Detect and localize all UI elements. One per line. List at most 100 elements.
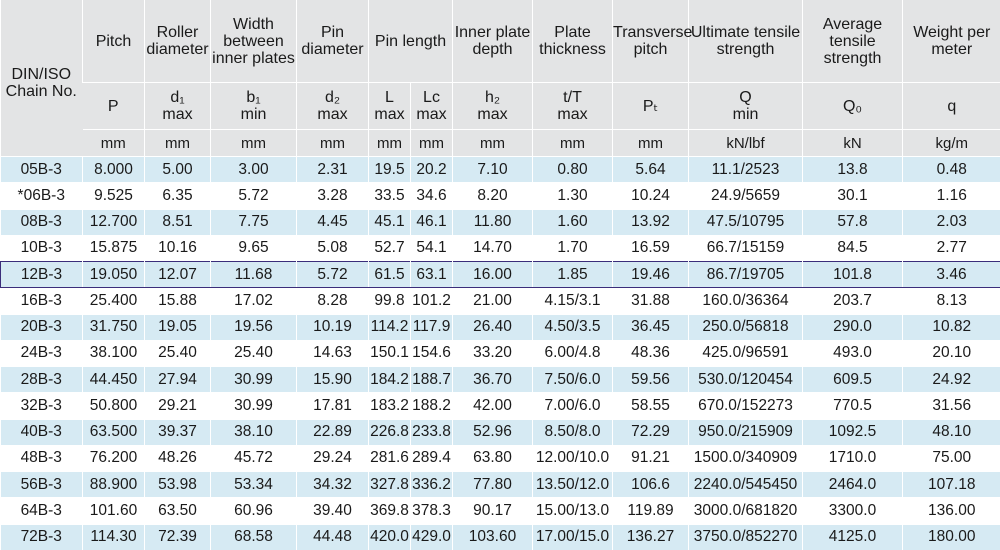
value-cell: 117.9 [409,313,453,341]
value-cell: 77.80 [452,470,533,498]
value-cell: 42.00 [452,392,533,419]
value-cell: 12.00/10.0 [532,444,613,472]
value-cell: 61.5 [368,260,411,289]
chain-no-cell: 72B-3 [0,523,83,550]
symbol-cell: q [902,82,1000,130]
value-cell: 20.10 [902,339,1000,367]
symbol-text: q [947,97,957,115]
table-row: *06B-3 9.525 6.35 5.72 3.28 33.5 34.6 8.20 1.30 1… [0,182,1000,209]
symbol-cell: d₁ max [144,82,211,130]
value-cell: 72.29 [612,418,689,446]
value-cell: 22.89 [296,418,369,446]
symbol-text: Q₀ [842,97,863,115]
value-cell: 3000.0/681820 [688,497,803,524]
value-cell: 10.19 [296,313,369,341]
symbol-cell: t/T max [532,82,613,130]
value-cell: 8.20 [452,182,533,209]
value-cell: 4.45 [296,208,369,236]
value-cell: 75.00 [902,444,1000,472]
symbol-limit: max [557,106,588,123]
table-row: 28B-3 44.450 27.94 30.99 15.90 184.2 188.7 36.7… [0,365,1000,393]
value-cell: 530.0/120454 [688,365,803,393]
value-cell: 3.46 [902,260,1000,289]
header-pin-diameter: Pin diameter [296,0,369,83]
value-cell: 136.00 [902,497,1000,524]
symbol-text: h₂ [484,89,501,106]
value-cell: 12.07 [144,260,211,289]
value-cell: 10.16 [144,234,211,262]
value-cell: 16.00 [452,260,533,289]
value-cell: 72.39 [144,523,211,550]
value-cell: 10.24 [612,182,689,209]
symbol-text: L [385,89,394,106]
value-cell: 48.36 [612,339,689,367]
value-cell: 50.800 [82,392,145,419]
value-cell: 8.51 [144,208,211,236]
table-row: 05B-3 8.000 5.00 3.00 2.31 19.5 20.2 7.10 0.80 5.… [0,155,1000,183]
value-cell: 9.65 [210,234,297,262]
value-cell: 114.2 [368,313,411,341]
unit-cell: mm [532,129,613,157]
value-cell: 45.1 [368,208,411,236]
value-cell: 19.05 [144,313,211,341]
chain-no-cell: 64B-3 [0,497,83,524]
header-ultimate-tensile: Ultimate tensile strength [688,0,803,83]
value-cell: 26.40 [452,313,533,341]
value-cell: 101.60 [82,497,145,524]
value-cell: 226.8 [368,418,411,446]
value-cell: 90.17 [452,497,533,524]
value-cell: 119.89 [612,497,689,524]
value-cell: 15.875 [82,234,145,262]
value-cell: 4125.0 [802,523,903,550]
value-cell: 950.0/215909 [688,418,803,446]
symbol-cell: Pₜ [612,82,689,130]
value-cell: 31.56 [902,392,1000,419]
symbol-limit: max [477,106,508,123]
value-cell: 34.6 [409,182,453,209]
value-cell: 2464.0 [802,470,903,498]
header-pin-length: Pin length [367,0,453,83]
value-cell: 107.18 [902,470,1000,498]
value-cell: 3300.0 [802,497,903,524]
value-cell: 21.00 [452,287,533,314]
symbol-cell: Q₀ [802,82,903,130]
table-row: 72B-3 114.30 72.39 68.58 44.48 420.0 429.0 103.… [0,523,1000,550]
value-cell: 30.99 [210,365,297,393]
value-cell: 5.72 [210,182,297,209]
table-row: 24B-3 38.100 25.40 25.40 14.63 150.1 154.6 33.2… [0,339,1000,367]
value-cell: 63.1 [409,260,453,289]
value-cell: 16.59 [612,234,689,262]
header-roller-diameter: Roller diameter [144,0,211,83]
value-cell: 4.50/3.5 [532,313,613,341]
symbol-limit: max [374,106,405,123]
unit-row: mm mm mm mm mm mm mm mm mm kN/lbf kN kg/m [1,129,1000,157]
value-cell: 17.81 [296,392,369,419]
value-cell: 24.9/5659 [688,182,803,209]
value-cell: 101.8 [802,260,903,289]
symbol-text: Q [739,89,752,106]
value-cell: 1500.0/340909 [688,444,803,472]
value-cell: 5.72 [296,260,369,289]
value-cell: 0.48 [902,155,1000,183]
value-cell: 5.08 [296,234,369,262]
header-inner-plate-depth: Inner plate depth [452,0,533,83]
value-cell: 493.0 [802,339,903,367]
value-cell: 5.64 [612,155,689,183]
value-cell: 11.1/2523 [688,155,803,183]
value-cell: 1.85 [532,260,613,289]
table-row: 12B-3 19.050 12.07 11.68 5.72 61.5 63.1 16.00 1.… [0,260,1000,289]
chain-no-cell: 16B-3 [0,287,83,314]
table-row: 64B-3 101.60 63.50 60.96 39.40 369.8 378.3 90.1… [0,497,1000,524]
value-cell: 44.450 [82,365,145,393]
value-cell: 33.5 [368,182,411,209]
value-cell: 183.2 [368,392,411,419]
value-cell: 38.100 [82,339,145,367]
value-cell: 150.1 [368,339,411,367]
value-cell: 45.72 [210,444,297,472]
chain-no-cell: 48B-3 [0,444,83,472]
value-cell: 2240.0/545450 [688,470,803,498]
value-cell: 13.8 [802,155,903,183]
value-cell: 203.7 [802,287,903,314]
chain-no-cell: 08B-3 [0,208,83,236]
